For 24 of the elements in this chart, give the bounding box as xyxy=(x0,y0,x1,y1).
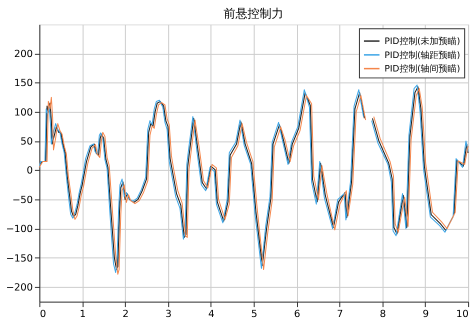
chart-title: 前悬控制力 xyxy=(224,6,284,20)
x-tick-label: 8 xyxy=(380,308,386,320)
x-tick-label: 4 xyxy=(208,308,214,320)
legend-label: PID控制(轴间预瞄) xyxy=(384,64,460,75)
y-tick-label: −100 xyxy=(6,224,33,236)
x-tick-label: 2 xyxy=(122,308,129,320)
x-tick-label: 1 xyxy=(80,308,86,320)
x-tick-label: 7 xyxy=(336,308,344,320)
y-tick-label: 0 xyxy=(26,166,33,177)
y-tick-label: −50 xyxy=(12,194,33,206)
y-tick-label: −150 xyxy=(6,253,33,264)
y-tick-label: 100 xyxy=(14,107,33,118)
legend-label: PID控制(轴距预瞄) xyxy=(384,50,460,61)
x-tick-label: 9 xyxy=(422,308,429,320)
y-tick-label: 200 xyxy=(14,48,33,60)
x-tick-label: 6 xyxy=(294,308,300,320)
y-tick-label: 50 xyxy=(20,136,33,148)
x-tick-label: 5 xyxy=(251,308,258,320)
legend-label: PID控制(未加预瞄) xyxy=(384,36,460,48)
x-tick-label: 10 xyxy=(456,308,469,320)
x-tick-label: 0 xyxy=(40,308,46,320)
y-tick-label: −200 xyxy=(6,282,33,294)
y-tick-label: 150 xyxy=(14,78,33,90)
x-tick-label: 3 xyxy=(165,308,172,320)
